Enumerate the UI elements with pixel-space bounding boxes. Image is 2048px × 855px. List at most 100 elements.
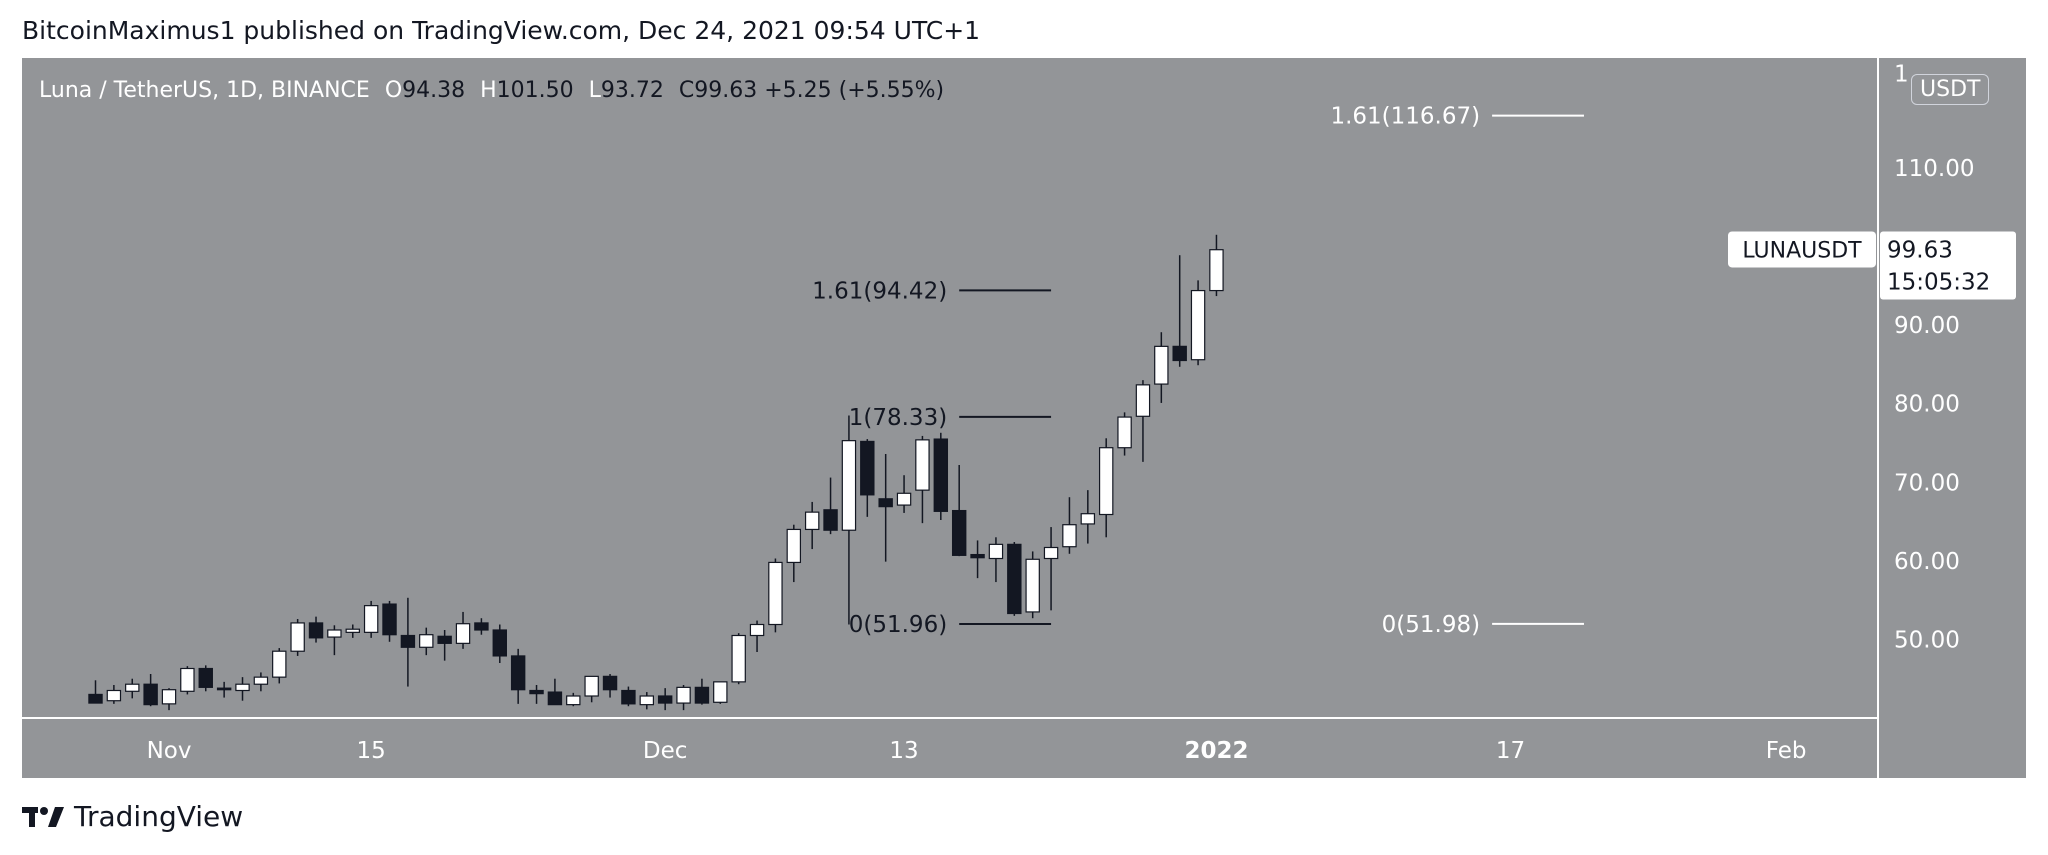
high-value: 101.50: [496, 78, 574, 103]
candle-down: [400, 634, 416, 648]
y-tick-label: 50.00: [1894, 627, 1960, 653]
x-tick-label: Nov: [147, 738, 192, 764]
candle-up: [106, 689, 122, 702]
open-label: O: [384, 78, 403, 103]
candle-down: [216, 687, 232, 691]
chart-panel[interactable]: 50.00 60.00 70.00 80.00 90.00 110.00 1 Nov 15 Dec…: [22, 58, 2026, 778]
candle-down: [547, 691, 563, 706]
candle-up: [161, 689, 177, 705]
candle-up: [419, 634, 434, 648]
candle-down: [951, 509, 967, 556]
symbol-price-tag: [1728, 231, 1876, 268]
x-tick-label: 13: [889, 738, 918, 764]
candle-down: [621, 689, 636, 705]
candle-up: [1190, 289, 1206, 361]
candle-up: [180, 667, 195, 692]
y-tick-label: 70.00: [1894, 470, 1960, 496]
candle-up: [749, 623, 765, 637]
candle-up: [896, 492, 912, 506]
candle-up: [253, 676, 269, 685]
candle-down: [382, 603, 397, 636]
y-tick-label: 90.00: [1894, 313, 1960, 339]
candle-down: [860, 440, 875, 496]
y-tick-label: 60.00: [1894, 549, 1960, 575]
candle-up: [455, 623, 471, 644]
last-price-value: 99.63: [1887, 237, 1953, 263]
candle-up: [639, 695, 655, 706]
candlestick-chart[interactable]: 50.00 60.00 70.00 80.00 90.00 110.00 1 Nov 15 Dec…: [22, 58, 2026, 778]
fib-level-label: 0(51.96): [849, 612, 947, 638]
candle-up: [584, 675, 599, 697]
open-value: 94.38: [402, 78, 466, 103]
candle-up: [768, 561, 783, 626]
published-header: BitcoinMaximus1 published on TradingView…: [22, 16, 981, 45]
last-price-box: [1880, 231, 2016, 300]
candle-up: [915, 439, 930, 491]
candle-down: [198, 667, 213, 688]
candle-down: [308, 622, 324, 639]
candle-up: [1209, 249, 1224, 292]
fib-level-label: 1(78.33): [849, 405, 947, 431]
low-label: L: [588, 78, 601, 103]
candle-down: [657, 695, 673, 704]
fib-level-label: 1.61(116.67): [1330, 104, 1480, 130]
candle-down: [474, 622, 489, 631]
fib-level-label: 0(51.98): [1382, 612, 1480, 638]
candle-up: [327, 629, 342, 638]
candle-up: [1154, 345, 1169, 385]
candle-up: [804, 511, 820, 531]
candle-down: [143, 683, 158, 706]
candle-up: [1080, 513, 1096, 525]
candle-up: [290, 622, 305, 652]
candle-down: [878, 498, 893, 508]
candle-up: [345, 628, 360, 633]
candle-down: [492, 629, 507, 657]
candle-down: [510, 655, 526, 691]
candle-up: [676, 686, 691, 704]
candle-down: [694, 686, 710, 704]
candle-up: [363, 605, 379, 633]
candle-down: [1172, 345, 1187, 362]
x-tick-label: Feb: [1766, 738, 1807, 764]
candle-down: [823, 509, 838, 531]
candle-up: [235, 683, 250, 692]
low-value: 93.72: [600, 78, 664, 103]
candle-up: [1098, 447, 1114, 516]
candle-up: [566, 695, 581, 706]
candle-down: [970, 553, 985, 559]
y-tick-label: 80.00: [1894, 392, 1960, 418]
candle-up: [841, 440, 857, 531]
x-tick-label: Dec: [643, 738, 688, 764]
candle-up: [786, 528, 802, 564]
candle-down: [933, 438, 949, 512]
x-tick-label: 17: [1496, 738, 1525, 764]
candle-up: [125, 683, 140, 692]
high-label: H: [480, 78, 497, 103]
tradingview-brand: TradingView: [74, 800, 244, 833]
candle-up: [731, 634, 746, 683]
candle-down: [1007, 543, 1022, 615]
x-tick-label: 15: [357, 738, 386, 764]
candle-up: [1043, 546, 1059, 560]
candle-up: [1062, 524, 1077, 548]
candle-up: [713, 681, 728, 703]
candle-up: [1117, 416, 1132, 449]
tradingview-footer[interactable]: TradingView: [22, 800, 243, 833]
x-tick-label: 2022: [1184, 738, 1248, 764]
symbol-title[interactable]: Luna / TetherUS, 1D, BINANCE: [39, 78, 370, 103]
candle-up: [988, 543, 1004, 560]
fib-level-label: 1.61(94.42): [812, 278, 947, 304]
candle-down: [529, 689, 544, 695]
candle-down: [88, 693, 103, 704]
candle-down: [437, 635, 452, 644]
candle-up: [1025, 558, 1040, 613]
tradingview-logo-icon: [22, 806, 64, 827]
candle-up: [1135, 384, 1151, 417]
bar-countdown: 15:05:32: [1887, 269, 1990, 295]
currency-badge[interactable]: USDT: [1911, 74, 1990, 105]
y-tick-label-partial: 1: [1894, 62, 1909, 88]
candle-up: [272, 650, 287, 678]
candle-down: [602, 675, 618, 691]
y-tick-label: 110.00: [1894, 156, 1974, 182]
symbol-price-tag-label: LUNAUSDT: [1742, 238, 1862, 263]
